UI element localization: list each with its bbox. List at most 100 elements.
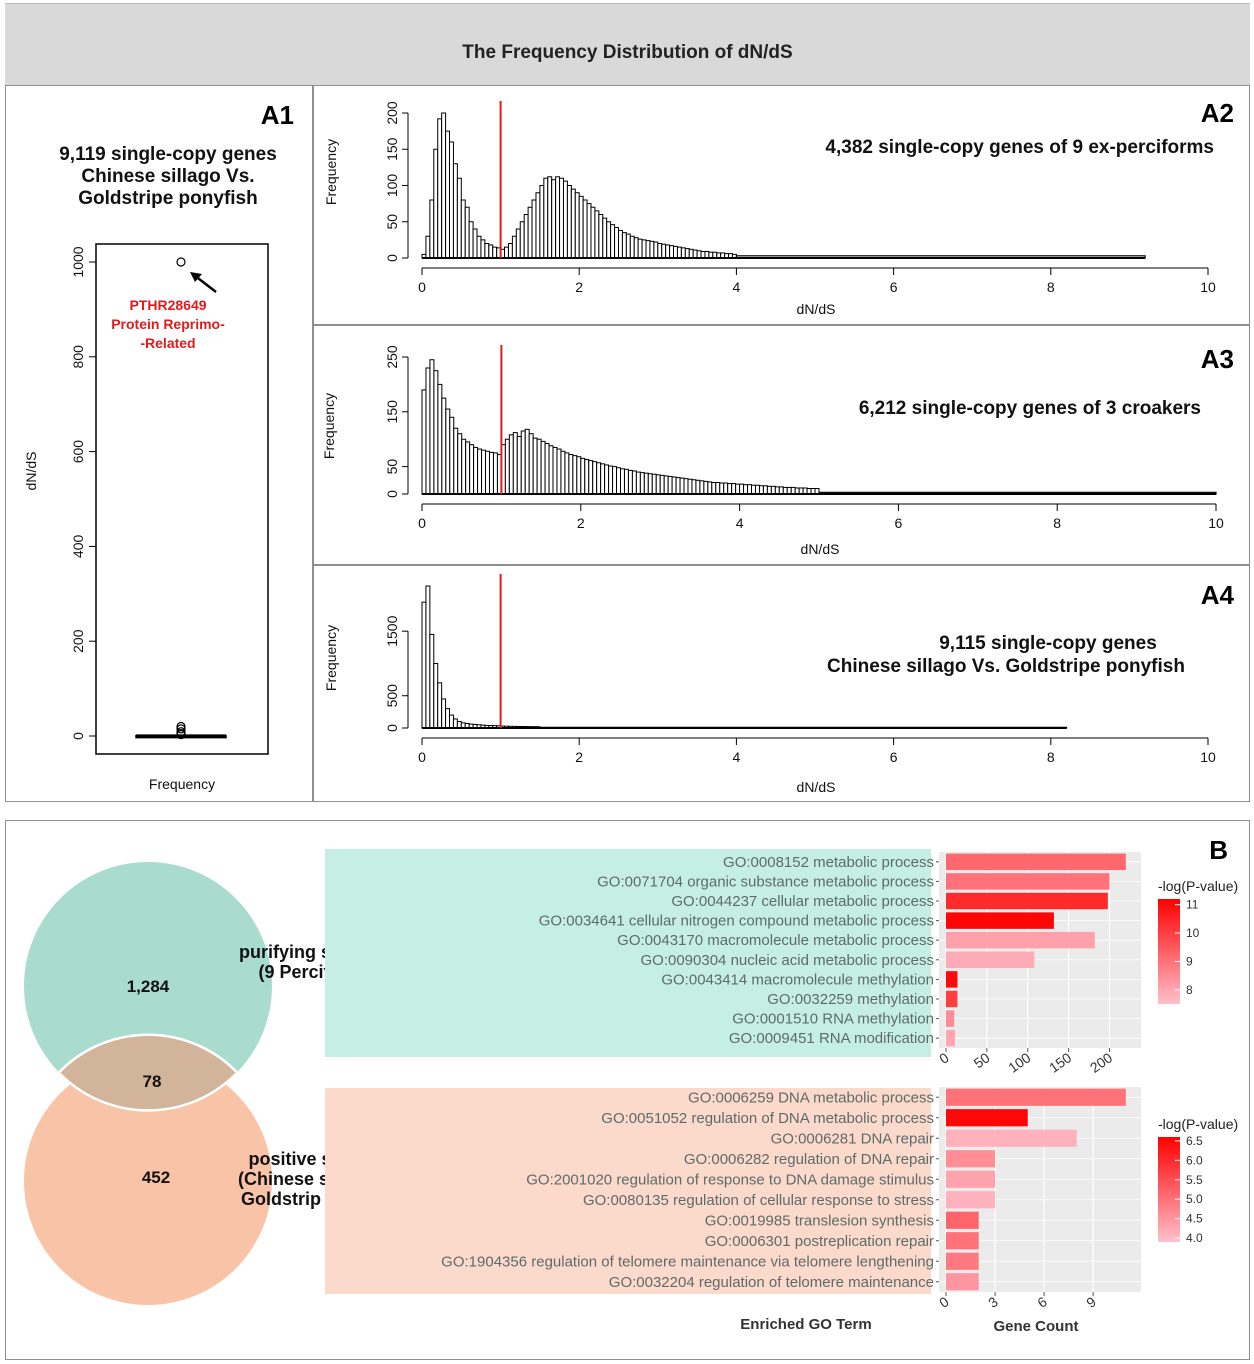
panel-tag-a3: A3: [1201, 344, 1234, 374]
x-tick-label: 150: [1046, 1049, 1074, 1076]
histogram-bar: [452, 163, 458, 259]
histogram-bar: [566, 185, 572, 259]
histogram-bar: [564, 452, 570, 495]
go-bar: [946, 1010, 955, 1027]
go-term-label: GO:0090304 nucleic acid metabolic proces…: [641, 952, 935, 969]
histogram-bar: [606, 221, 612, 259]
histogram-bar: [600, 463, 606, 495]
histogram-bar: [610, 224, 616, 259]
annotation-line2: Protein Reprimo-: [111, 316, 225, 332]
go-term-label: GO:0044237 cellular metabolic process: [671, 893, 934, 910]
x-tick-label: 8: [1047, 279, 1055, 295]
a1-y-tick-label: 400: [70, 535, 86, 559]
legend-tick-label: 5.0: [1186, 1192, 1203, 1206]
panel-a2: A2 4,382 single-copy genes of 9 ex-perci…: [313, 85, 1250, 325]
histogram-bar: [637, 238, 643, 259]
x-tick-label: 0: [418, 749, 426, 765]
histogram-bar: [543, 177, 549, 259]
a1-y-label: dN/dS: [23, 452, 39, 491]
histogram-bar: [515, 228, 521, 259]
histogram-bar: [676, 246, 682, 259]
histogram-bar: [429, 359, 435, 495]
panel-a4: A4 9,115 single-copy genes Chinese silla…: [313, 565, 1250, 802]
boxplot-outlier: [176, 257, 186, 267]
histogram-bar: [641, 239, 647, 259]
panel-tag-a2: A2: [1201, 98, 1234, 128]
venn-overlap-count: 78: [143, 1072, 162, 1091]
histogram-bar: [707, 481, 713, 495]
legend-tick-label: 8: [1186, 983, 1193, 997]
histogram-bar: [635, 471, 641, 495]
histogram-bar: [445, 408, 451, 495]
go-term-label: GO:0006259 DNA metabolic process: [688, 1089, 934, 1106]
histogram-bar: [524, 428, 530, 495]
histogram-bar: [723, 482, 729, 495]
histogram-bar: [691, 479, 697, 495]
histogram-bar: [651, 473, 657, 495]
histogram-bar: [421, 389, 427, 495]
histogram-bar: [488, 451, 494, 495]
go-term-label: GO:0043414 macromolecule methylation: [661, 971, 934, 988]
histogram-bar: [556, 448, 562, 495]
histogram-bar: [649, 240, 655, 259]
panel-tag-b: B: [1209, 835, 1228, 865]
histogram-bar: [673, 245, 678, 259]
a3-subtitle: 6,212 single-copy genes of 3 croakers: [859, 398, 1201, 419]
histogram-bar: [703, 480, 709, 495]
go-bar: [946, 1170, 996, 1188]
a4-y-label: Frequency: [323, 625, 339, 691]
histogram-bar: [758, 485, 764, 495]
histogram-bar: [508, 434, 514, 495]
x-tick-label: 9: [1083, 1293, 1099, 1311]
histogram-bar: [620, 468, 625, 495]
histogram-bar: [659, 474, 665, 495]
histogram-bar: [540, 440, 546, 495]
a2-y-label: Frequency: [323, 139, 339, 205]
go-bar: [946, 1088, 1126, 1106]
legend-tick-label: 11: [1186, 898, 1199, 912]
x-tick-label: 8: [1053, 515, 1061, 531]
a4-x-label: dN/dS: [797, 779, 836, 795]
histogram-bar: [452, 718, 458, 729]
histogram-bar: [614, 227, 620, 259]
a1-subtitle-line3: Goldstripe ponyfish: [78, 188, 257, 209]
panel-tag-a4: A4: [1201, 580, 1235, 610]
histogram-bar: [696, 250, 702, 259]
histogram-bar: [473, 446, 479, 495]
histogram-bar: [684, 248, 690, 259]
go-term-label: GO:0043170 macromolecule metabolic proce…: [617, 932, 934, 949]
histogram-bar: [562, 180, 568, 259]
go-term-label: GO:0006281 DNA repair: [771, 1130, 934, 1147]
histogram-bar: [616, 467, 621, 495]
legend-tick-label: 9: [1186, 954, 1193, 968]
legend-colorbar: [1158, 899, 1180, 1004]
histogram-bar: [484, 243, 490, 259]
histogram-bar: [645, 240, 651, 259]
go-bar: [946, 1129, 1077, 1147]
histogram-bar: [727, 483, 733, 495]
histogram-bar: [743, 484, 749, 495]
histogram-bar: [437, 682, 443, 729]
x-tick-label: 6: [890, 749, 898, 765]
y-tick-label: 0: [384, 490, 400, 498]
histogram-bar: [477, 448, 483, 495]
legend-tick-label: 10: [1186, 926, 1200, 940]
histogram-bar: [449, 141, 454, 259]
histogram-bar: [472, 228, 478, 259]
histogram-bar: [480, 239, 486, 259]
legend-colorbar: [1158, 1137, 1180, 1242]
go-bar: [946, 853, 1126, 871]
histogram-bar: [762, 485, 768, 495]
histogram-bar: [512, 432, 518, 495]
figure-title: The Frequency Distribution of dN/dS: [462, 42, 793, 63]
histogram-bar: [657, 243, 663, 259]
legend-tick-label: 6.0: [1186, 1153, 1203, 1167]
y-tick-label: 250: [384, 345, 400, 369]
venn-purifying-count: 1,284: [127, 977, 170, 996]
histogram-bar: [425, 585, 431, 729]
histogram-bar: [688, 248, 694, 259]
histogram-bar: [460, 199, 466, 259]
histogram-bar: [584, 458, 590, 495]
a4-subtitle-line1: 9,115 single-copy genes: [939, 633, 1157, 654]
venn-positive-count: 452: [142, 1168, 170, 1187]
